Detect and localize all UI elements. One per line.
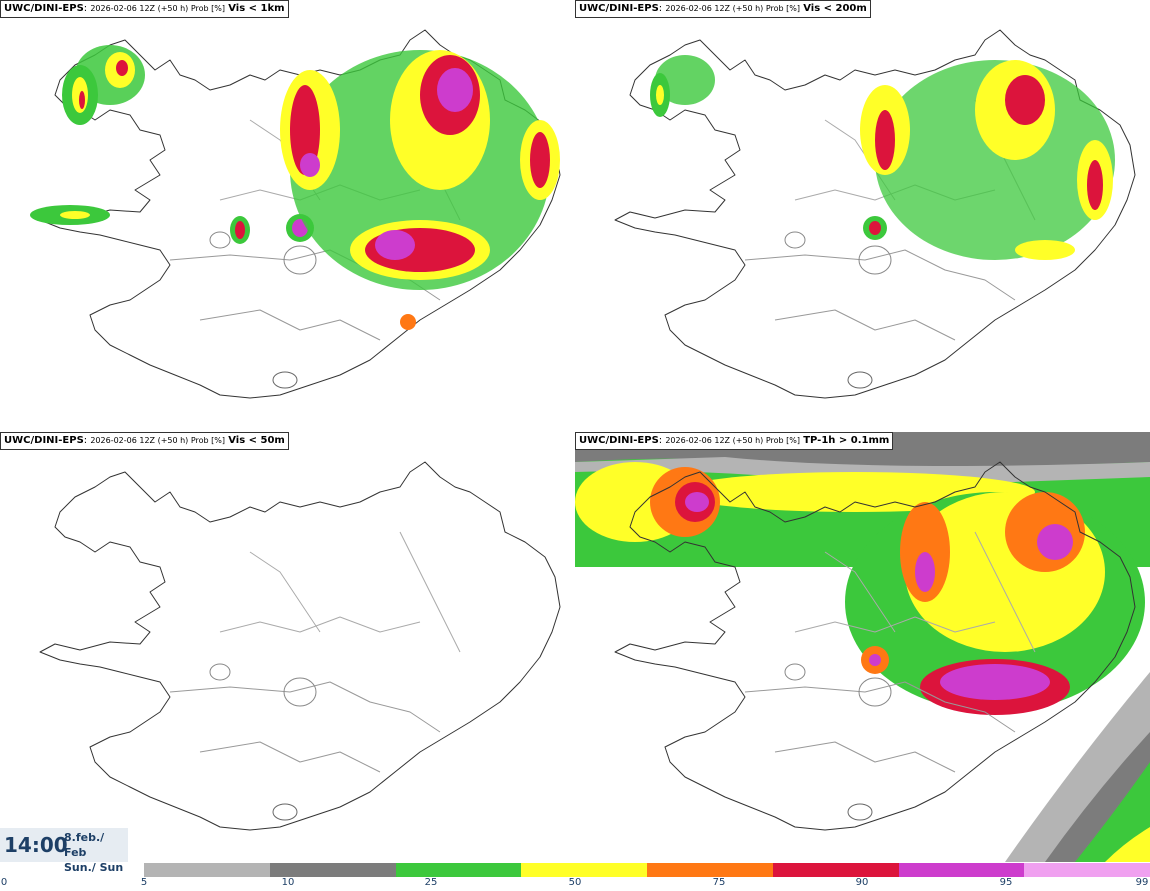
model-name: UWC/DINI-EPS <box>579 435 659 446</box>
field-name: Vis < 50m <box>228 435 285 446</box>
valid-time-box: 14:00 8.feb./ Feb Sun./ Sun <box>0 828 128 874</box>
valid-time: 14:00 <box>4 833 68 857</box>
colorbar-seg-1 <box>269 863 396 877</box>
map-panel-vis-50m: UWC/DINI-EPS: 2026-02-06 12Z (+50 h) Pro… <box>0 432 575 862</box>
panel-title: UWC/DINI-EPS: 2026-02-06 12Z (+50 h) Pro… <box>0 0 289 18</box>
map-panel-vis-1km: UWC/DINI-EPS: 2026-02-06 12Z (+50 h) Pro… <box>0 0 575 430</box>
colorbar-seg-7 <box>1024 863 1150 877</box>
field-name: Vis < 1km <box>228 3 285 14</box>
map-panel-vis-200m: UWC/DINI-EPS: 2026-02-06 12Z (+50 h) Pro… <box>575 0 1150 430</box>
colorbar-seg-2 <box>395 863 522 877</box>
colorbar-tick: 95 <box>999 877 1013 888</box>
valid-date: 8.feb./ Feb Sun./ Sun <box>64 830 128 875</box>
model-name: UWC/DINI-EPS <box>4 3 84 14</box>
panel-title: UWC/DINI-EPS: 2026-02-06 12Z (+50 h) Pro… <box>575 0 871 18</box>
map-vis-1km <box>30 29 561 399</box>
field-name: Vis < 200m <box>803 3 867 14</box>
colorbar-tick: 75 <box>712 877 726 888</box>
colorbar-seg-3 <box>521 863 647 877</box>
valid-date-line1: 8.feb./ Feb <box>64 831 105 859</box>
colorbar-seg-6 <box>898 863 1025 877</box>
colorbar-tick: 90 <box>855 877 869 888</box>
run-meta: 2026-02-06 12Z (+50 h) Prob [%] <box>665 436 801 445</box>
model-name: UWC/DINI-EPS <box>579 3 659 14</box>
run-meta: 2026-02-06 12Z (+50 h) Prob [%] <box>90 4 226 13</box>
colorbar-seg-4 <box>647 863 773 877</box>
field-name: TP-1h > 0.1mm <box>803 435 890 446</box>
colorbar-tick: 99 <box>1135 877 1149 888</box>
run-meta: 2026-02-06 12Z (+50 h) Prob [%] <box>665 4 801 13</box>
colorbar-tick: 0 <box>0 877 8 888</box>
probability-shading <box>30 45 560 330</box>
colorbar-tick: 5 <box>140 877 148 888</box>
run-meta: 2026-02-06 12Z (+50 h) Prob [%] <box>90 436 226 445</box>
valid-date-line2: Sun./ Sun <box>64 861 124 874</box>
colorbar-seg-0 <box>144 863 270 877</box>
probability-shading <box>650 55 1115 260</box>
colorbar-seg-5 <box>772 863 899 877</box>
probability-shading <box>575 432 1150 862</box>
model-name: UWC/DINI-EPS <box>4 435 84 446</box>
map-vis-50m <box>39 461 561 831</box>
colorbar-tick: 10 <box>281 877 295 888</box>
colorbar-tick: 50 <box>568 877 582 888</box>
map-precip <box>575 432 1150 862</box>
map-vis-200m <box>614 29 1136 399</box>
colorbar-tick: 25 <box>424 877 438 888</box>
panel-title: UWC/DINI-EPS: 2026-02-06 12Z (+50 h) Pro… <box>575 432 894 450</box>
panel-title: UWC/DINI-EPS: 2026-02-06 12Z (+50 h) Pro… <box>0 432 289 450</box>
probability-colorbar <box>144 863 1150 877</box>
map-panel-precip: UWC/DINI-EPS: 2026-02-06 12Z (+50 h) Pro… <box>575 432 1150 862</box>
